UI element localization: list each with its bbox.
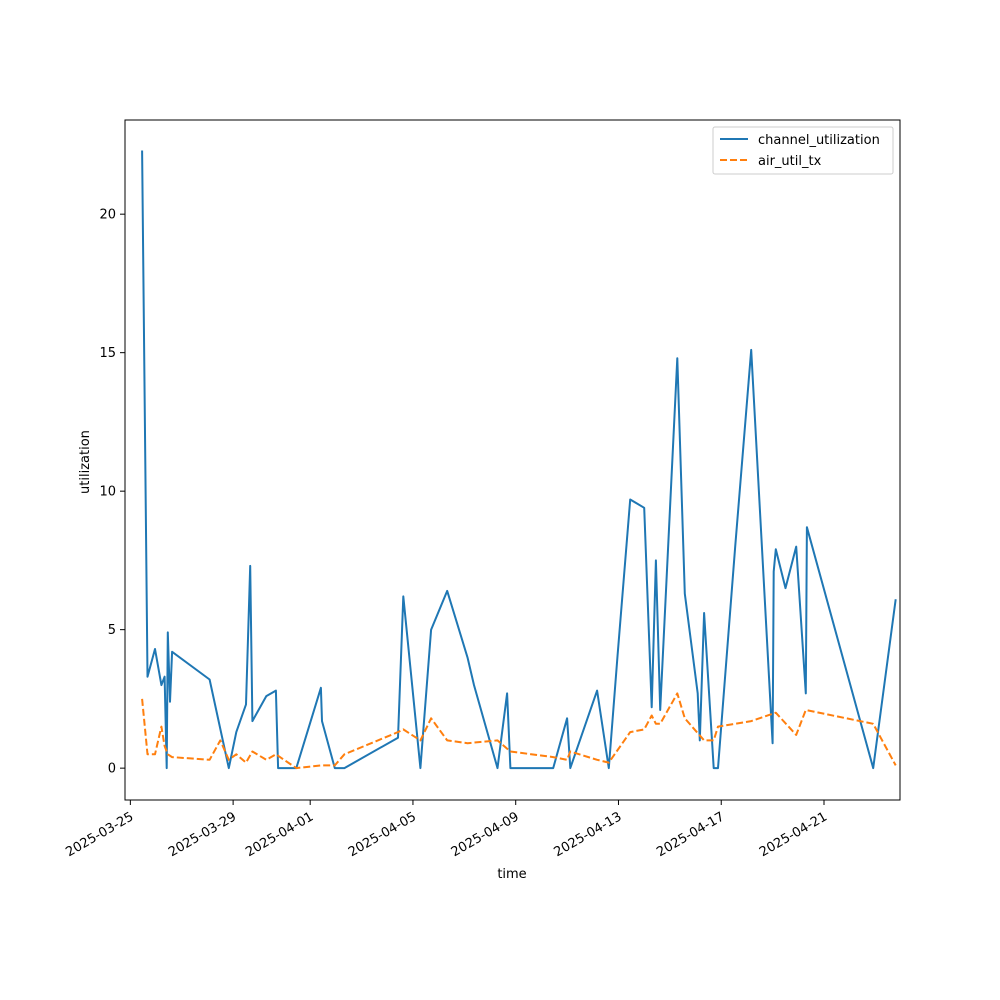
plot-lines	[141, 150, 897, 770]
x-axis-label: time	[497, 867, 526, 882]
y-axis-label: utilization	[78, 430, 93, 494]
legend-label-channel-utilization: channel_utilization	[758, 133, 880, 148]
y-axis: 0 5 10 15 20	[99, 208, 125, 777]
series-line-air-util-tx	[141, 692, 897, 770]
legend-label-air-util-tx: air_util_tx	[758, 154, 822, 169]
y-tick-label: 20	[99, 208, 116, 223]
y-tick-label: 0	[108, 762, 116, 777]
y-tick-label: 15	[99, 346, 116, 361]
series-line-channel-utilization	[141, 150, 897, 770]
legend: channel_utilization air_util_tx	[712, 126, 894, 175]
plot-frame	[124, 119, 901, 801]
y-tick-label: 10	[99, 485, 116, 500]
legend-box	[712, 126, 894, 175]
y-tick-label: 5	[108, 623, 116, 638]
